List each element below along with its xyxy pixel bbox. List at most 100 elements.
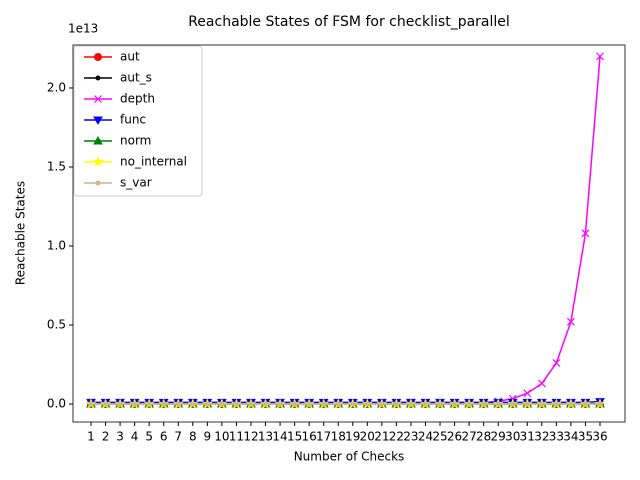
x-tick-label: 34 <box>563 430 578 444</box>
y-tick-label: 0.0 <box>47 396 66 410</box>
x-tick-label: 3 <box>116 430 124 444</box>
marker <box>582 401 588 407</box>
x-tick-label: 11 <box>229 430 244 444</box>
x-tick-label: 29 <box>491 430 506 444</box>
marker <box>233 401 239 407</box>
marker <box>263 401 269 407</box>
y-tick-label: 1.0 <box>47 238 66 252</box>
marker <box>94 95 102 103</box>
x-tick-label: 33 <box>549 430 564 444</box>
legend-label: s_var <box>120 176 152 190</box>
marker <box>204 401 210 407</box>
x-tick-label: 16 <box>302 430 317 444</box>
marker <box>393 401 399 407</box>
x-tick-label: 2 <box>102 430 110 444</box>
x-axis-label: Number of Checks <box>294 450 405 464</box>
marker <box>597 401 603 407</box>
x-tick-label: 19 <box>345 430 360 444</box>
x-tick-label: 23 <box>403 430 418 444</box>
marker <box>379 401 385 407</box>
marker <box>219 401 225 407</box>
marker <box>161 401 167 407</box>
marker <box>539 401 545 407</box>
marker <box>437 401 443 407</box>
marker <box>248 401 254 407</box>
x-tick-label: 30 <box>505 430 520 444</box>
marker <box>495 401 501 407</box>
chart-title: Reachable States of FSM for checklist_pa… <box>188 14 510 30</box>
marker <box>408 401 414 407</box>
marker <box>190 401 196 407</box>
x-tick-label: 15 <box>287 430 302 444</box>
marker <box>132 401 138 407</box>
marker <box>422 401 428 407</box>
x-tick-label: 35 <box>578 430 593 444</box>
y-axis-label: Reachable States <box>14 181 28 285</box>
marker <box>95 75 101 81</box>
x-tick-label: 14 <box>272 430 287 444</box>
x-tick-label: 32 <box>534 430 549 444</box>
marker <box>566 317 575 326</box>
x-tick-label: 26 <box>447 430 462 444</box>
x-tick-label: 10 <box>214 430 229 444</box>
marker <box>481 401 487 407</box>
x-tick-label: 21 <box>374 430 389 444</box>
marker <box>93 116 103 126</box>
marker <box>335 401 341 407</box>
y-offset-label: 1e13 <box>68 22 98 36</box>
x-tick-label: 7 <box>174 430 182 444</box>
marker <box>92 156 104 167</box>
marker <box>553 401 559 407</box>
marker <box>292 401 298 407</box>
marker <box>93 135 103 145</box>
legend-label: aut_s <box>120 71 152 85</box>
marker <box>524 401 530 407</box>
x-tick-label: 24 <box>418 430 433 444</box>
x-tick-label: 27 <box>461 430 476 444</box>
x-tick-label: 12 <box>243 430 258 444</box>
x-tick-label: 22 <box>389 430 404 444</box>
marker <box>146 401 152 407</box>
marker <box>552 358 561 367</box>
marker <box>523 389 532 398</box>
x-tick-label: 8 <box>189 430 197 444</box>
x-tick-label: 13 <box>258 430 273 444</box>
legend-label: norm <box>120 134 151 148</box>
marker <box>277 401 283 407</box>
marker <box>306 401 312 407</box>
x-tick-label: 1 <box>87 430 95 444</box>
marker <box>537 379 546 388</box>
x-tick-label: 31 <box>520 430 535 444</box>
x-tick-label: 28 <box>476 430 491 444</box>
y-tick-label: 2.0 <box>47 80 66 94</box>
marker <box>103 401 109 407</box>
marker <box>117 401 123 407</box>
marker <box>95 180 101 186</box>
x-tick-label: 5 <box>145 430 153 444</box>
y-tick-label: 1.5 <box>47 159 66 173</box>
legend-label: no_internal <box>120 155 187 169</box>
x-tick-label: 6 <box>160 430 168 444</box>
x-tick-label: 17 <box>316 430 331 444</box>
marker <box>596 52 604 61</box>
marker <box>510 401 516 407</box>
marker <box>350 401 356 407</box>
marker <box>568 401 574 407</box>
x-tick-label: 36 <box>592 430 607 444</box>
x-tick-label: 20 <box>360 430 375 444</box>
x-tick-label: 9 <box>204 430 212 444</box>
marker <box>175 401 181 407</box>
y-tick-label: 0.5 <box>47 317 66 331</box>
legend-label: func <box>120 113 146 127</box>
legend-label: depth <box>120 92 155 106</box>
marker <box>364 401 370 407</box>
marker <box>466 401 472 407</box>
x-tick-label: 25 <box>432 430 447 444</box>
x-tick-label: 4 <box>131 430 139 444</box>
marker <box>581 229 590 238</box>
marker <box>321 401 327 407</box>
legend-label: aut <box>120 50 140 64</box>
plot-frame <box>72 44 626 423</box>
